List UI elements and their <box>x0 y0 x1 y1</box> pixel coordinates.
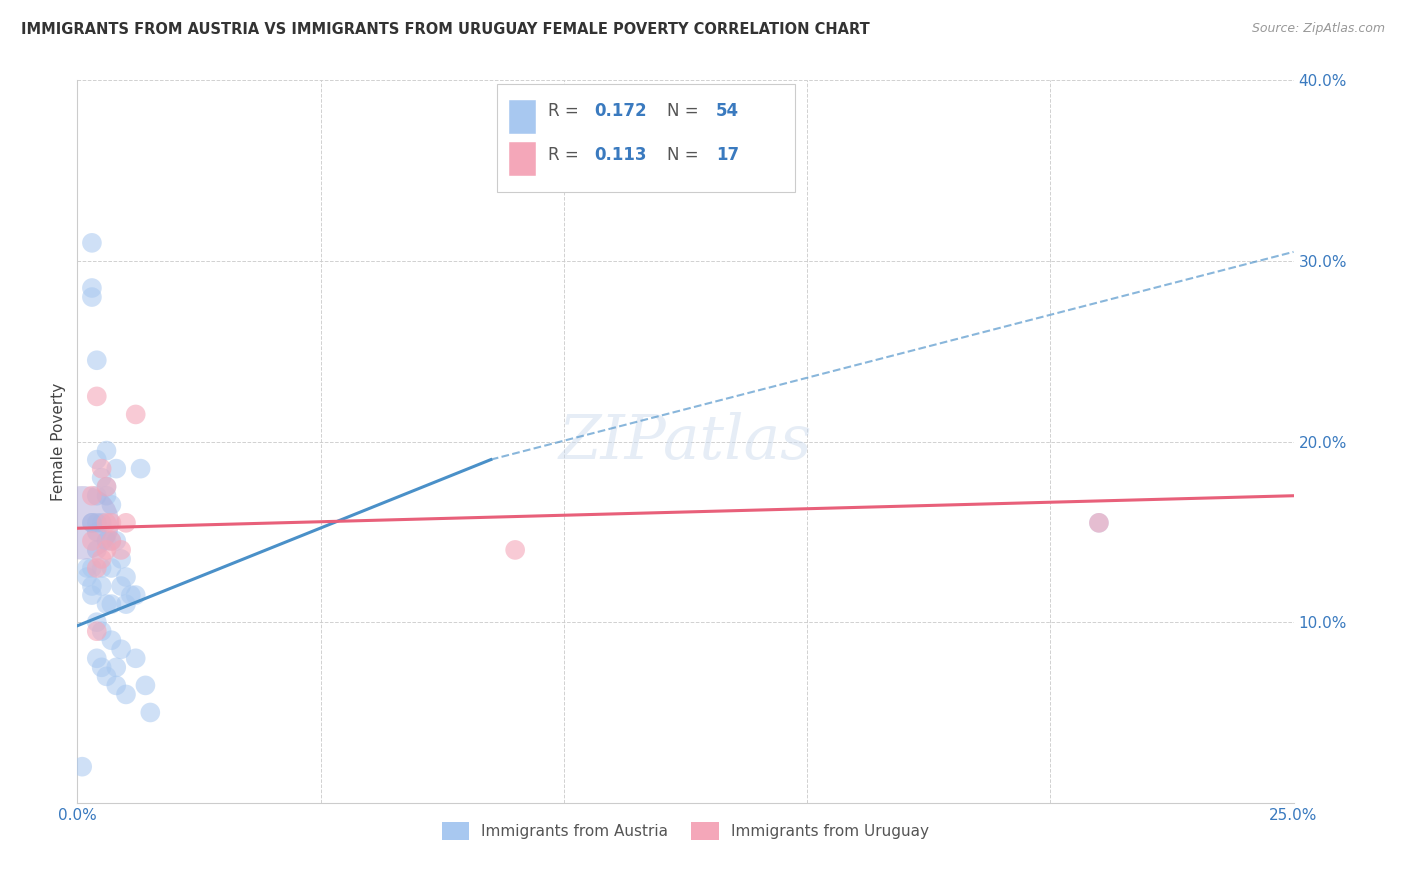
Text: R =: R = <box>548 145 583 164</box>
Point <box>110 579 132 593</box>
Point <box>76 561 98 575</box>
Point <box>80 516 103 530</box>
Point <box>100 533 122 548</box>
Legend: Immigrants from Austria, Immigrants from Uruguay: Immigrants from Austria, Immigrants from… <box>436 816 935 846</box>
Point <box>86 624 108 639</box>
Point <box>125 408 148 422</box>
Point <box>125 588 148 602</box>
Point <box>100 516 122 530</box>
Point <box>100 633 122 648</box>
Point <box>125 651 148 665</box>
Point <box>1088 516 1111 530</box>
Point <box>76 570 98 584</box>
FancyBboxPatch shape <box>509 100 536 135</box>
Text: N =: N = <box>668 145 704 164</box>
Point <box>96 542 118 557</box>
Point <box>115 597 138 611</box>
Point <box>90 624 112 639</box>
Text: 0.172: 0.172 <box>595 103 647 120</box>
Point <box>100 498 122 512</box>
Point <box>90 561 112 575</box>
Text: ZIPatlas: ZIPatlas <box>558 411 813 472</box>
Point <box>90 471 112 485</box>
Point <box>86 542 108 557</box>
Point <box>80 533 103 548</box>
Point <box>110 642 132 657</box>
Point <box>90 552 112 566</box>
Point <box>96 669 118 683</box>
Point <box>96 516 118 530</box>
Text: IMMIGRANTS FROM AUSTRIA VS IMMIGRANTS FROM URUGUAY FEMALE POVERTY CORRELATION CH: IMMIGRANTS FROM AUSTRIA VS IMMIGRANTS FR… <box>21 22 870 37</box>
Point <box>86 353 108 368</box>
Point <box>80 281 103 295</box>
Text: 54: 54 <box>716 103 740 120</box>
Point <box>129 461 152 475</box>
Point <box>96 480 118 494</box>
Point <box>90 660 112 674</box>
Point <box>90 461 112 475</box>
Point <box>80 235 103 250</box>
Point <box>86 651 108 665</box>
Point <box>110 552 132 566</box>
Point <box>80 579 103 593</box>
Point <box>105 660 128 674</box>
Point <box>80 588 103 602</box>
Point <box>80 516 103 530</box>
Point <box>110 542 132 557</box>
FancyBboxPatch shape <box>509 142 536 177</box>
Point <box>139 706 162 720</box>
Point <box>100 597 122 611</box>
Point <box>115 570 138 584</box>
Point <box>86 389 108 403</box>
Point <box>105 533 128 548</box>
Point <box>86 452 108 467</box>
Point <box>503 542 526 557</box>
Point <box>115 687 138 701</box>
Point <box>115 516 138 530</box>
Point <box>70 516 93 530</box>
Text: Source: ZipAtlas.com: Source: ZipAtlas.com <box>1251 22 1385 36</box>
Point <box>80 489 103 503</box>
Text: N =: N = <box>668 103 704 120</box>
Point <box>120 588 142 602</box>
Point <box>100 561 122 575</box>
FancyBboxPatch shape <box>496 84 794 193</box>
Point <box>80 290 103 304</box>
Point <box>105 678 128 692</box>
Point <box>86 524 108 539</box>
Point <box>96 597 118 611</box>
Y-axis label: Female Poverty: Female Poverty <box>51 383 66 500</box>
Point <box>90 579 112 593</box>
Text: 0.113: 0.113 <box>595 145 647 164</box>
Point <box>86 516 108 530</box>
Point <box>86 615 108 630</box>
Point <box>90 516 112 530</box>
Point <box>1088 516 1111 530</box>
Text: 17: 17 <box>716 145 740 164</box>
Text: R =: R = <box>548 103 583 120</box>
Point <box>70 760 93 774</box>
Point <box>105 461 128 475</box>
Point <box>96 489 118 503</box>
Point <box>96 480 118 494</box>
Point <box>96 533 118 548</box>
Point <box>86 561 108 575</box>
Point <box>80 561 103 575</box>
Point <box>86 489 108 503</box>
Point <box>134 678 156 692</box>
Point <box>96 443 118 458</box>
Point <box>100 533 122 548</box>
